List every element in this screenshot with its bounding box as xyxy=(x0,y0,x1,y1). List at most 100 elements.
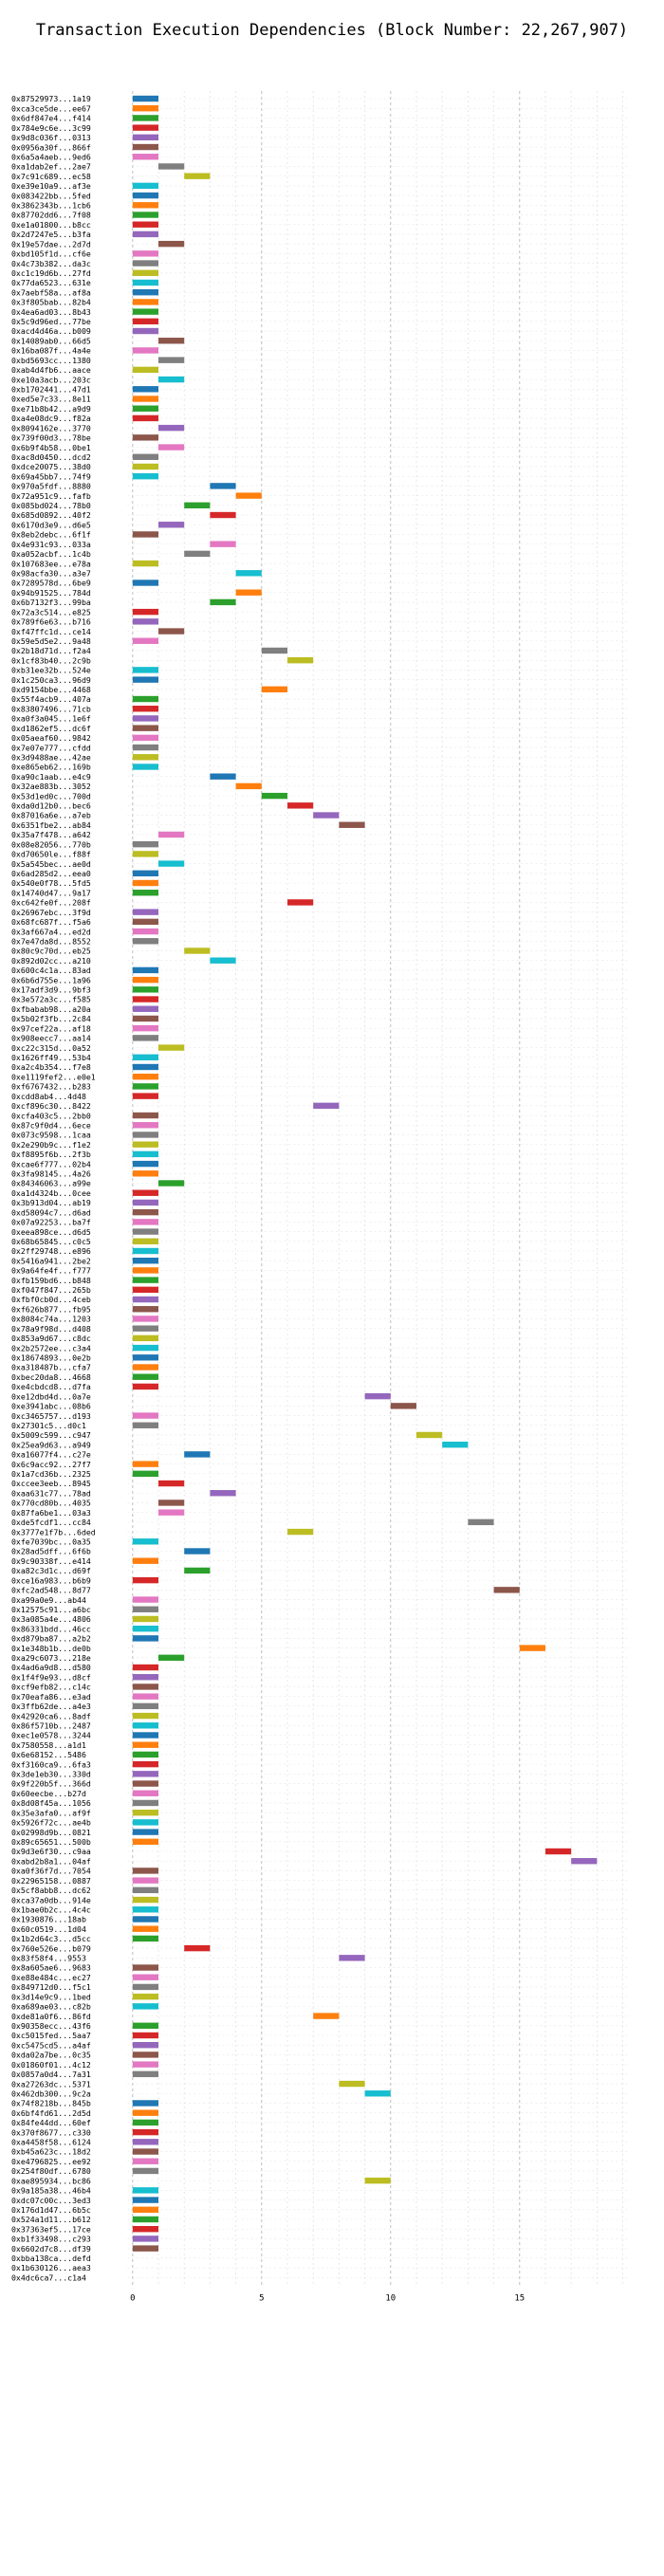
execution-bar xyxy=(132,1684,159,1690)
execution-bar xyxy=(184,502,211,509)
transaction-label: 0x02998d9b...0821 xyxy=(11,1828,91,1837)
transaction-label: 0xa0f36f7d...7054 xyxy=(11,1867,91,1876)
execution-bar xyxy=(132,928,159,935)
execution-bar xyxy=(132,1170,159,1177)
transaction-label: 0xe1a01800...b8cc xyxy=(11,220,91,230)
execution-bar xyxy=(132,115,159,121)
execution-bar xyxy=(132,1024,159,1032)
execution-bar xyxy=(132,1615,159,1623)
execution-bar xyxy=(184,1451,211,1458)
execution-bar xyxy=(158,628,185,635)
execution-bar xyxy=(493,1587,520,1593)
transaction-label: 0x1f4f9e93...d8cf xyxy=(11,1672,91,1682)
execution-bar xyxy=(132,996,159,1003)
execution-bar xyxy=(235,589,262,596)
transaction-label: 0x83f58f4...9553 xyxy=(11,1954,86,1963)
execution-bar xyxy=(132,725,159,731)
execution-bar xyxy=(313,812,340,819)
execution-bar xyxy=(132,1732,159,1739)
execution-bar xyxy=(132,1751,159,1758)
x-tick-label: 10 xyxy=(385,2293,396,2303)
x-tick-label: 5 xyxy=(259,2293,264,2303)
transaction-label: 0xdce20075...38d0 xyxy=(11,462,91,471)
transaction-label: 0x524a1d11...b612 xyxy=(11,2215,91,2224)
execution-bar xyxy=(132,1238,159,1244)
transaction-label: 0x5009c599...c947 xyxy=(11,1430,91,1440)
transaction-label: 0xdc07c00c...3ed3 xyxy=(11,2196,91,2205)
transaction-label: 0x3862343b...1cb6 xyxy=(11,201,91,211)
execution-bar xyxy=(132,1983,159,1991)
transaction-label: 0x86331bdd...46cc xyxy=(11,1624,91,1633)
execution-bar xyxy=(132,1112,159,1119)
transaction-label: 0x68fc687f...f5a6 xyxy=(11,917,91,927)
execution-bar xyxy=(261,647,288,654)
transaction-label: 0xa318487b...cfa7 xyxy=(11,1363,91,1372)
execution-bar xyxy=(132,2206,159,2213)
transaction-label: 0x86f5710b...2487 xyxy=(11,1720,91,1730)
transaction-label: 0x3d9488ae...42ae xyxy=(11,752,91,762)
transaction-label: 0x3af667a4...ed2d xyxy=(11,927,91,936)
execution-bar xyxy=(132,1035,159,1041)
transaction-label: 0x8eb2debc...6f1f xyxy=(11,530,91,540)
execution-bar xyxy=(158,357,185,363)
execution-bar xyxy=(132,1838,159,1845)
execution-bar xyxy=(132,706,159,712)
transaction-label: 0x2b2572ee...c3a4 xyxy=(11,1343,91,1352)
transaction-label: 0xbd105f1d...cf6e xyxy=(11,249,91,259)
execution-bar xyxy=(158,1180,185,1187)
execution-bar xyxy=(132,1334,159,1342)
transaction-label: 0x19e57dae...2d7d xyxy=(11,239,91,248)
transaction-label: 0x4dc6ca7...c1a4 xyxy=(11,2272,86,2282)
execution-bar xyxy=(235,492,262,499)
execution-bar xyxy=(261,792,288,800)
execution-bar xyxy=(132,230,159,238)
transaction-label: 0x083422bb...5fed xyxy=(11,191,91,200)
execution-bar xyxy=(132,1422,159,1428)
transaction-label: 0x55f4acb9...407a xyxy=(11,694,91,704)
execution-bar xyxy=(132,396,159,402)
transaction-label: 0x78a9f98d...d408 xyxy=(11,1324,91,1334)
execution-bar xyxy=(132,1702,159,1710)
execution-bar xyxy=(390,1403,416,1409)
execution-bar xyxy=(132,1635,159,1642)
execution-bar xyxy=(210,511,236,519)
transaction-label: 0xcdd8ab4...4d48 xyxy=(11,1092,86,1101)
execution-bar xyxy=(132,734,159,742)
transaction-label: 0xde5fcdf1...cc84 xyxy=(11,1518,91,1527)
execution-bar xyxy=(132,938,159,945)
transaction-label: 0x26967ebc...3f9d xyxy=(11,908,91,917)
transaction-label: 0xacd4d46a...b009 xyxy=(11,326,91,336)
transaction-label: 0xcae6f777...02b4 xyxy=(11,1159,91,1168)
execution-bar xyxy=(132,637,159,644)
execution-bar xyxy=(158,1500,185,1506)
execution-bar xyxy=(132,531,159,538)
execution-bar xyxy=(132,308,159,315)
execution-bar xyxy=(132,347,159,354)
execution-bar xyxy=(132,1160,159,1168)
execution-bar xyxy=(132,318,159,325)
transaction-label: 0xabd2b8a1...04af xyxy=(11,1856,91,1866)
transaction-label: 0x6b9f4b58...0be1 xyxy=(11,443,91,452)
execution-bar xyxy=(132,2158,159,2164)
transaction-label: 0x176d1d47...6b5c xyxy=(11,2205,91,2215)
execution-bar xyxy=(132,366,159,374)
execution-bar xyxy=(571,1858,598,1865)
transaction-label: 0x87fa6be1...03a3 xyxy=(11,1508,91,1518)
execution-bar xyxy=(132,212,159,218)
execution-bar xyxy=(132,327,159,335)
transaction-label: 0x3de1eb30...330d xyxy=(11,1770,91,1779)
execution-bar xyxy=(132,2216,159,2223)
transaction-label: 0x70eafa86...e3ad xyxy=(11,1692,91,1702)
transaction-label: 0x72a3c514...e825 xyxy=(11,607,91,616)
execution-bar xyxy=(132,1868,159,1874)
execution-bar xyxy=(184,550,211,558)
transaction-label: 0xcf896c30...8422 xyxy=(11,1101,91,1111)
transaction-label: 0x94b91525...784d xyxy=(11,588,91,598)
execution-bar xyxy=(132,560,159,567)
transaction-label: 0xd879ba87...a2b2 xyxy=(11,1634,91,1644)
transaction-label: 0x7c91c689...ec58 xyxy=(11,172,91,181)
execution-bar xyxy=(158,240,185,248)
execution-bar xyxy=(132,1286,159,1294)
transaction-label: 0xf8895f6b...2f3b xyxy=(11,1150,91,1159)
